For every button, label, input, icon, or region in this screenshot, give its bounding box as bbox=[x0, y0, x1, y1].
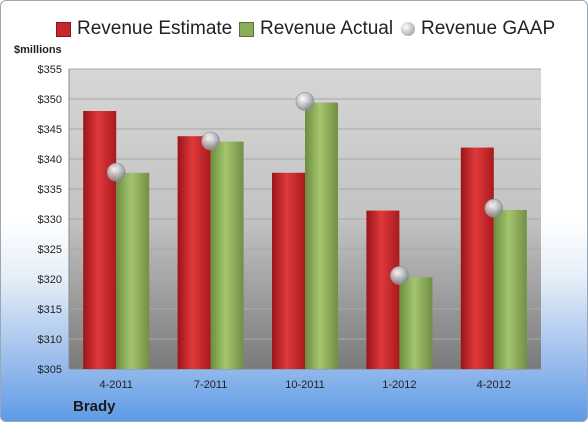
y-tick-label: $355 bbox=[38, 64, 62, 76]
y-tick-label: $320 bbox=[38, 274, 62, 286]
point-revenue-gaap bbox=[295, 92, 315, 111]
legend-item-revenue-gaap: Revenue GAAP bbox=[401, 17, 555, 41]
y-tick-label: $350 bbox=[38, 94, 62, 106]
legend-label-actual: Revenue Actual bbox=[260, 18, 394, 39]
bar-revenue-estimate bbox=[83, 111, 117, 369]
y-tick-label: $310 bbox=[38, 334, 62, 346]
bar-revenue-estimate bbox=[366, 210, 400, 369]
legend: Revenue Estimate Revenue Actual Revenue … bbox=[1, 17, 587, 41]
point-revenue-gaap bbox=[484, 198, 504, 218]
point-revenue-gaap bbox=[201, 131, 220, 151]
x-tick-label: 4-2012 bbox=[477, 379, 511, 391]
legend-swatch-estimate bbox=[56, 21, 71, 37]
legend-label-gaap: Revenue GAAP bbox=[421, 18, 556, 39]
bar-revenue-estimate bbox=[460, 147, 494, 369]
legend-label-estimate: Revenue Estimate bbox=[77, 18, 233, 39]
bar-revenue-actual bbox=[116, 172, 150, 369]
bar-revenue-estimate bbox=[177, 136, 211, 369]
bar-revenue-actual bbox=[210, 141, 244, 369]
y-tick-label: $305 bbox=[38, 364, 62, 376]
y-tick-label: $330 bbox=[38, 214, 62, 226]
bar-revenue-actual bbox=[305, 102, 338, 369]
y-tick-label: $335 bbox=[38, 184, 62, 196]
x-tick-label: 10-2011 bbox=[285, 379, 325, 391]
y-axis-unit-label: $millions bbox=[14, 44, 62, 56]
y-tick-label: $345 bbox=[38, 124, 62, 136]
company-name: Brady bbox=[73, 398, 116, 415]
y-tick-label: $340 bbox=[38, 154, 62, 166]
legend-swatch-gaap bbox=[401, 22, 415, 36]
legend-item-revenue-estimate: Revenue Estimate bbox=[56, 17, 232, 41]
legend-swatch-actual bbox=[239, 21, 254, 37]
x-tick-label: 4-2011 bbox=[99, 379, 132, 391]
bar-revenue-actual bbox=[399, 277, 433, 369]
point-revenue-gaap bbox=[106, 162, 126, 182]
bar-revenue-actual bbox=[493, 210, 527, 369]
point-revenue-gaap bbox=[390, 266, 409, 285]
legend-item-revenue-actual: Revenue Actual bbox=[239, 17, 393, 41]
x-tick-label: 7-2011 bbox=[194, 379, 227, 391]
bar-revenue-estimate bbox=[272, 172, 305, 369]
y-tick-label: $315 bbox=[38, 304, 62, 316]
y-tick-label: $325 bbox=[38, 244, 62, 256]
x-tick-label: 1-2012 bbox=[382, 379, 416, 391]
